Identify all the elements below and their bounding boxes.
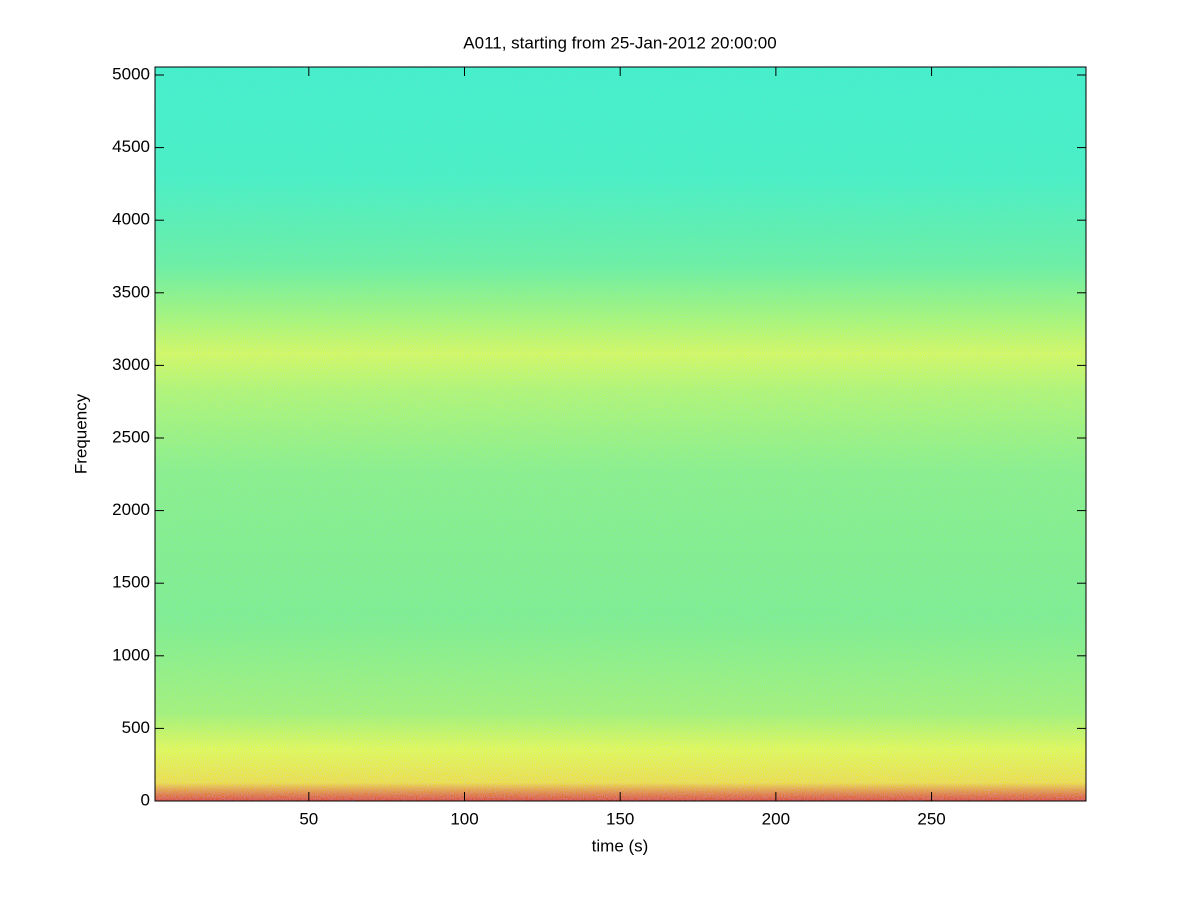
chart-title: A011, starting from 25-Jan-2012 20:00:00 [463, 33, 776, 52]
y-tick-label: 0 [141, 790, 150, 809]
x-tick-label: 250 [917, 809, 945, 828]
plot-area [154, 66, 1087, 802]
y-axis-label: Frequency [71, 393, 90, 474]
y-tick-label: 4000 [112, 210, 150, 229]
x-axis-label: time (s) [592, 836, 649, 855]
y-tick-label: 3500 [112, 282, 150, 301]
y-tick-label: 4500 [112, 137, 150, 156]
y-tick-label: 5000 [112, 64, 150, 83]
x-tick-label: 50 [299, 809, 318, 828]
x-tick-label: 200 [762, 809, 790, 828]
y-tick-label: 2000 [112, 500, 150, 519]
spectrogram-texture [155, 67, 1086, 801]
y-tick-label: 3000 [112, 355, 150, 374]
y-tick-label: 1500 [112, 573, 150, 592]
y-tick-label: 500 [122, 718, 150, 737]
y-tick-label: 2500 [112, 427, 150, 446]
y-tick-label: 1000 [112, 645, 150, 664]
x-tick-label: 100 [450, 809, 478, 828]
x-tick-label: 150 [606, 809, 634, 828]
